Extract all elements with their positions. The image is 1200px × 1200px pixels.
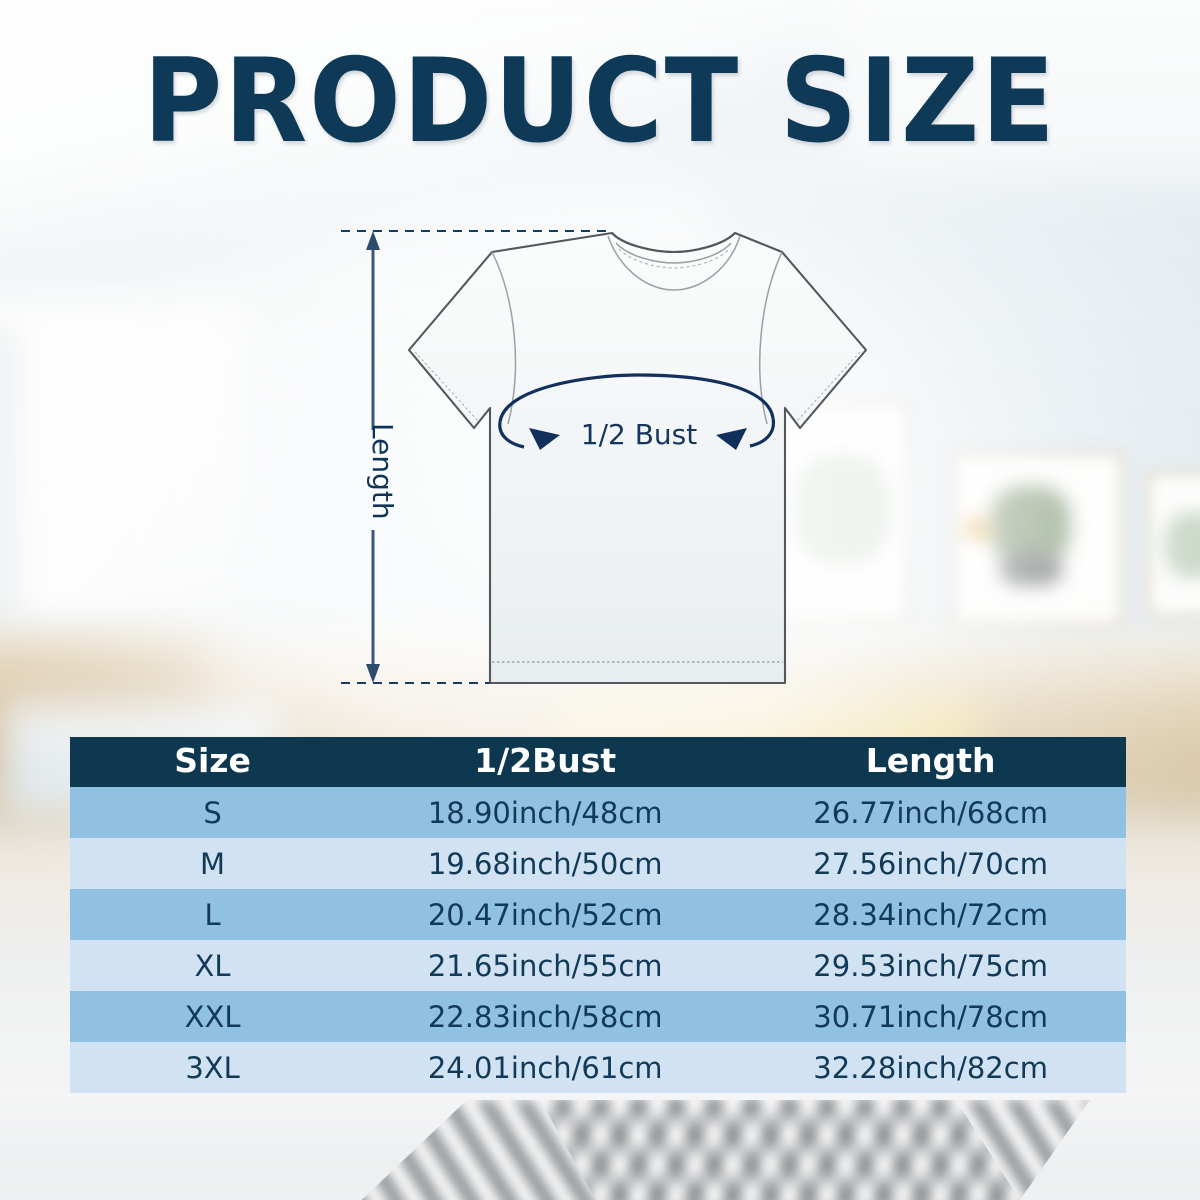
- cell-size: S: [70, 787, 356, 838]
- cell-bust: 18.90inch/48cm: [355, 787, 736, 838]
- cell-size: XXL: [70, 991, 356, 1042]
- table-body: S 18.90inch/48cm 26.77inch/68cm M 19.68inch/…: [70, 787, 1126, 1093]
- page-title: PRODUCT SIZE: [143, 34, 1057, 169]
- tshirt-outline: [407, 231, 868, 685]
- cell-bust: 19.68inch/50cm: [355, 838, 736, 889]
- length-arrowhead-top: [366, 231, 380, 250]
- collar-band-outer: [611, 232, 736, 254]
- armhole-seam-right: [759, 251, 783, 425]
- cell-length: 29.53inch/75cm: [735, 940, 1126, 991]
- bust-arrowhead-right: [716, 428, 747, 450]
- column-header-length: Length: [735, 737, 1126, 787]
- bust-dimension: 1/2 Bust: [498, 373, 776, 451]
- cell-size: 3XL: [70, 1042, 356, 1093]
- column-header-bust: 1/2Bust: [355, 737, 736, 787]
- collar-neckline-drop: [607, 235, 741, 291]
- table-row: XXL 22.83inch/58cm 30.71inch/78cm: [70, 991, 1126, 1042]
- sleeve-cuff-stitch-left: [414, 351, 479, 422]
- bust-ellipse-arc-right: [749, 417, 776, 448]
- cell-length: 32.28inch/82cm: [735, 1042, 1126, 1093]
- table-row: L 20.47inch/52cm 28.34inch/72cm: [70, 889, 1126, 940]
- bust-ellipse-arc-left: [498, 421, 525, 449]
- table-row: XL 21.65inch/55cm 29.53inch/75cm: [70, 940, 1126, 991]
- cell-size: L: [70, 889, 356, 940]
- cell-length: 30.71inch/78cm: [735, 991, 1126, 1042]
- cell-bust: 22.83inch/58cm: [355, 991, 736, 1042]
- cell-length: 28.34inch/72cm: [735, 889, 1126, 940]
- collar-band-inner: [615, 242, 732, 264]
- table-row: 3XL 24.01inch/61cm 32.28inch/82cm: [70, 1042, 1126, 1093]
- cell-size: XL: [70, 940, 356, 991]
- table-header-row: Size 1/2Bust Length: [70, 737, 1126, 787]
- size-table: Size 1/2Bust Length S 18.90inch/48cm 26.77…: [70, 737, 1126, 1093]
- bust-label: 1/2 Bust: [581, 418, 698, 451]
- length-label: Length: [366, 423, 399, 520]
- cell-bust: 20.47inch/52cm: [355, 889, 736, 940]
- cell-length: 27.56inch/70cm: [735, 838, 1126, 889]
- tshirt-body-path: [407, 231, 868, 685]
- collar-stitch-line: [618, 248, 730, 269]
- column-header-size: Size: [70, 737, 356, 787]
- length-arrowhead-bottom: [366, 664, 380, 683]
- bust-arrowhead-left: [529, 428, 560, 450]
- cell-length: 26.77inch/68cm: [735, 787, 1126, 838]
- table-row: S 18.90inch/48cm 26.77inch/68cm: [70, 787, 1126, 838]
- table-row: M 19.68inch/50cm 27.56inch/70cm: [70, 838, 1126, 889]
- bust-ellipse-arc-top: [498, 373, 775, 423]
- cell-size: M: [70, 838, 356, 889]
- cell-bust: 21.65inch/55cm: [355, 940, 736, 991]
- sleeve-cuff-stitch-right: [796, 351, 861, 422]
- cell-bust: 24.01inch/61cm: [355, 1042, 736, 1093]
- garment-diagram: Length 1/2 Bust: [341, 230, 868, 685]
- table-header: Size 1/2Bust Length: [70, 737, 1126, 787]
- length-dimension: Length: [341, 230, 608, 684]
